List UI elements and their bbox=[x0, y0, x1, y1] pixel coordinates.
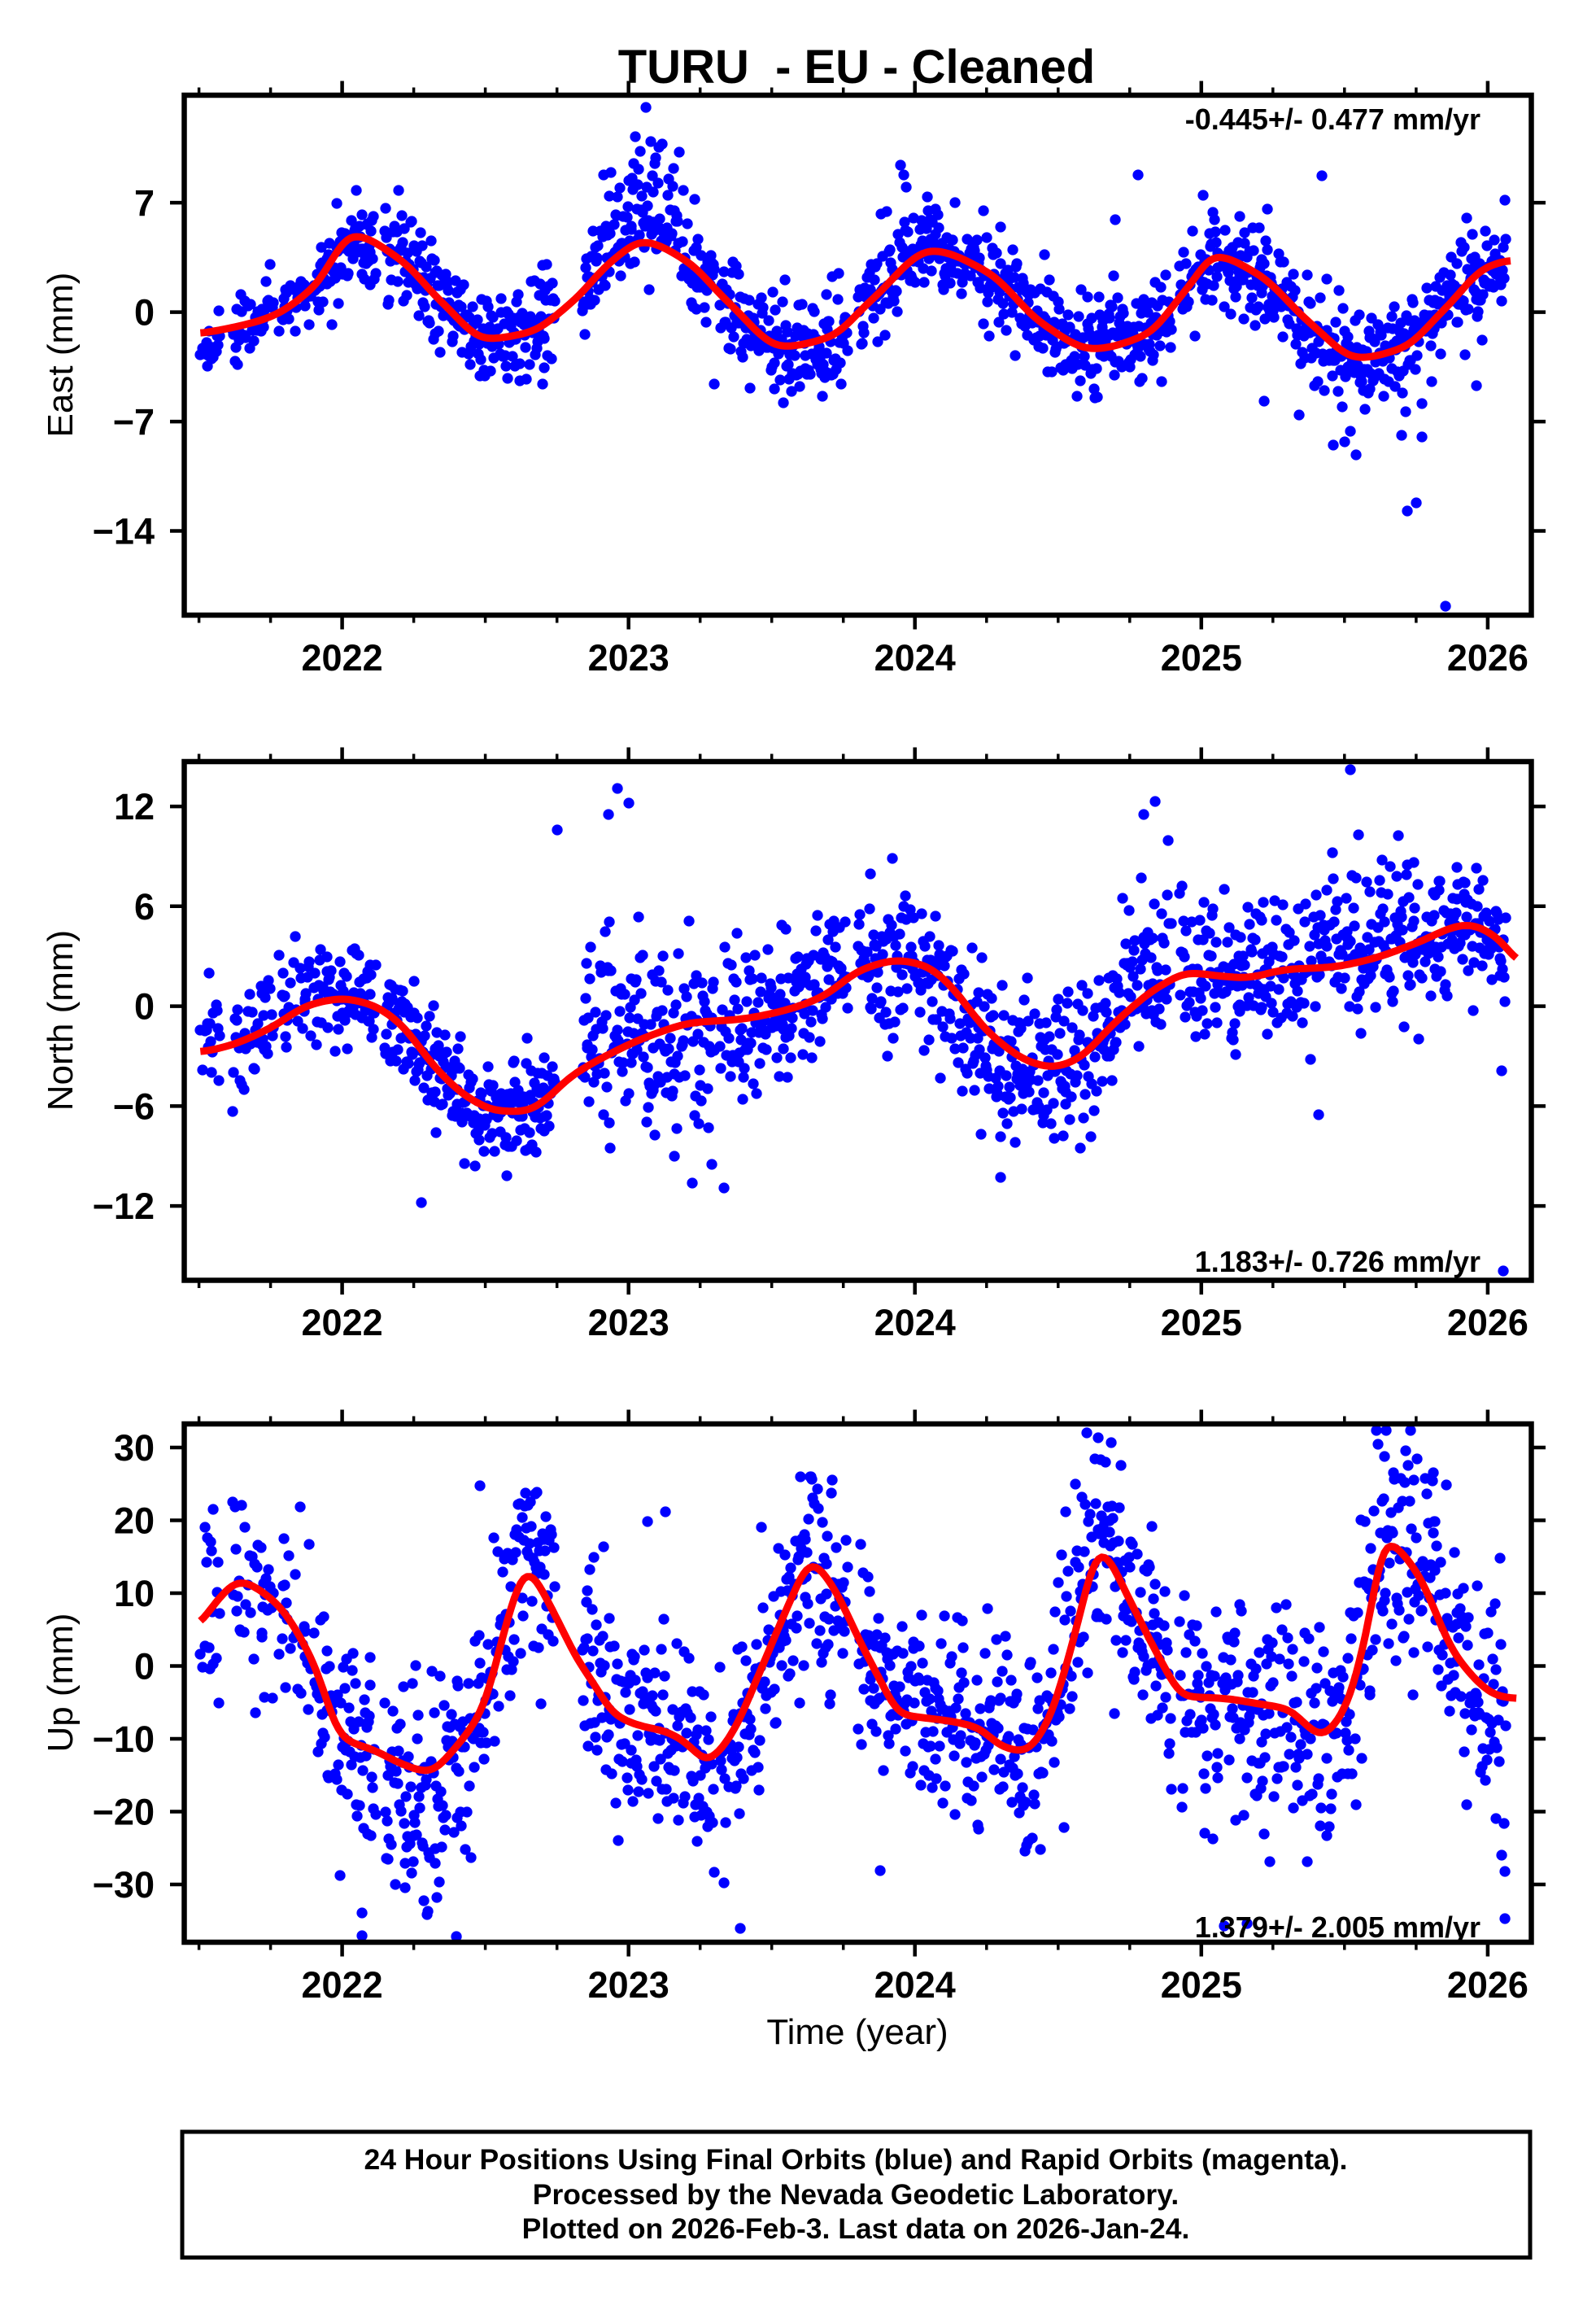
svg-text:−12: −12 bbox=[93, 1186, 155, 1227]
svg-text:2022: 2022 bbox=[302, 1302, 383, 1343]
svg-text:12: 12 bbox=[114, 786, 155, 827]
svg-text:0: 0 bbox=[134, 1646, 155, 1688]
svg-text:2022: 2022 bbox=[302, 1964, 383, 2006]
svg-text:−10: −10 bbox=[93, 1718, 155, 1760]
svg-text:2024: 2024 bbox=[874, 1302, 956, 1343]
svg-text:2025: 2025 bbox=[1161, 637, 1242, 679]
svg-text:24 Hour Positions Using Final: 24 Hour Positions Using Final Orbits (bl… bbox=[364, 2143, 1347, 2176]
svg-text:2026: 2026 bbox=[1447, 1302, 1528, 1343]
svg-text:−6: −6 bbox=[113, 1085, 155, 1127]
svg-text:10: 10 bbox=[114, 1573, 155, 1614]
svg-text:−14: −14 bbox=[93, 511, 155, 552]
svg-text:30: 30 bbox=[114, 1427, 155, 1469]
svg-text:2026: 2026 bbox=[1447, 637, 1528, 679]
svg-text:2023: 2023 bbox=[588, 1302, 669, 1343]
svg-text:2023: 2023 bbox=[588, 637, 669, 679]
svg-text:−20: −20 bbox=[93, 1792, 155, 1833]
svg-text:Plotted on 2026-Feb-3. Last da: Plotted on 2026-Feb-3. Last data on 2026… bbox=[522, 2212, 1190, 2245]
svg-text:2026: 2026 bbox=[1447, 1964, 1528, 2006]
svg-text:−30: −30 bbox=[93, 1864, 155, 1906]
svg-text:Processed by the Nevada Geodet: Processed by the Nevada Geodetic Laborat… bbox=[533, 2178, 1179, 2211]
svg-text:2023: 2023 bbox=[588, 1964, 669, 2006]
svg-text:East (mm): East (mm) bbox=[41, 273, 81, 438]
svg-text:2025: 2025 bbox=[1161, 1964, 1242, 2006]
svg-text:6: 6 bbox=[134, 886, 155, 928]
svg-text:20: 20 bbox=[114, 1500, 155, 1542]
svg-text:0: 0 bbox=[134, 986, 155, 1028]
svg-text:TURU - EU - Cleaned: TURU - EU - Cleaned bbox=[618, 41, 1096, 94]
svg-text:Time (year): Time (year) bbox=[766, 2012, 948, 2052]
svg-text:1.183+/- 0.726 mm/yr: 1.183+/- 0.726 mm/yr bbox=[1195, 1245, 1480, 1278]
svg-text:Up (mm): Up (mm) bbox=[41, 1613, 81, 1752]
svg-text:−7: −7 bbox=[113, 401, 155, 443]
svg-text:2024: 2024 bbox=[874, 637, 956, 679]
svg-text:North (mm): North (mm) bbox=[41, 930, 81, 1111]
svg-text:0: 0 bbox=[134, 292, 155, 334]
svg-text:1.379+/- 2.005 mm/yr: 1.379+/- 2.005 mm/yr bbox=[1195, 1910, 1480, 1944]
svg-text:2025: 2025 bbox=[1161, 1302, 1242, 1343]
svg-text:2022: 2022 bbox=[302, 637, 383, 679]
svg-text:2024: 2024 bbox=[874, 1964, 956, 2006]
svg-text:-0.445+/- 0.477 mm/yr: -0.445+/- 0.477 mm/yr bbox=[1185, 103, 1480, 136]
svg-text:7: 7 bbox=[134, 182, 155, 224]
